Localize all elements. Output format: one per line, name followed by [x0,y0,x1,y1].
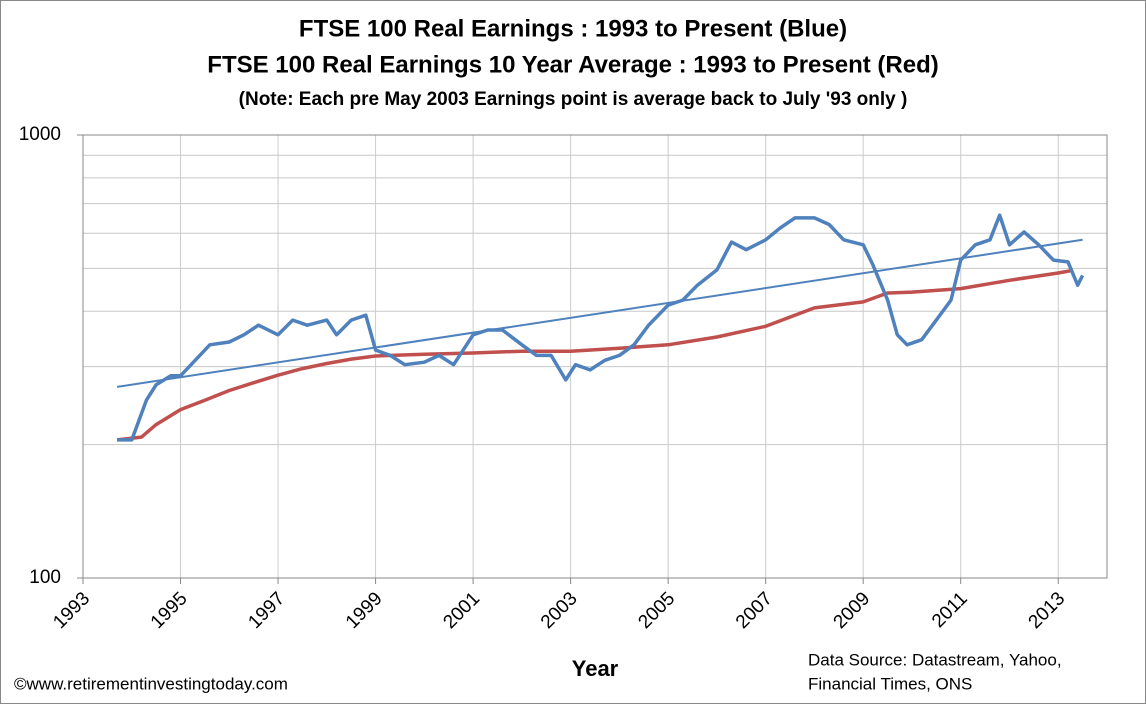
chart-subtitle: FTSE 100 Real Earnings 10 Year Average :… [207,51,938,78]
chart-note: (Note: Each pre May 2003 Earnings point … [239,89,908,110]
y-tick-label: 100 [29,567,61,588]
data-line [117,213,1085,442]
y-tick-label: 1000 [19,124,61,145]
chart-title: FTSE 100 Real Earnings : 1993 to Present… [299,15,847,42]
plot-frame [82,134,1108,579]
source-line: Financial Times, ONS [808,674,972,693]
credit: ©www.retirementinvestingtoday.com [14,674,288,693]
x-axis-title: Year [572,656,619,681]
source-line: Data Source: Datastream, Yahoo, [808,650,1062,669]
data-line [116,268,1074,442]
data-line [116,238,1083,388]
